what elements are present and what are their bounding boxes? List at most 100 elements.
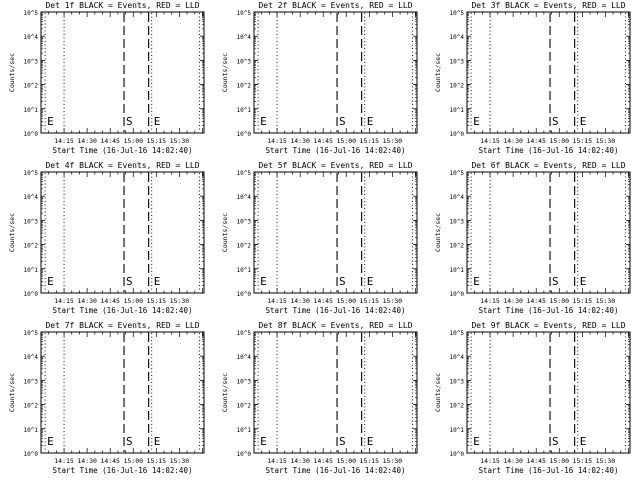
y-tick-label: 10^1 [450,267,465,274]
y-tick-label: 10^1 [237,427,252,434]
chart-title: Det 5f BLACK = Events, RED = LLD [258,161,412,170]
y-tick-label: 10^1 [24,427,39,434]
x-tick-label: 15:15 [147,137,167,145]
marker-label: E [47,115,54,128]
x-tick-label: 14:45 [313,137,333,145]
marker-label: S [552,435,559,448]
y-tick-label: 10^2 [24,403,39,410]
x-tick-label: 15:00 [549,457,569,465]
y-axis-label: Counts/sec [434,213,442,252]
y-tick-label: 10^0 [237,451,252,458]
marker-label: E [260,115,267,128]
y-axis-label: Counts/sec [8,373,16,412]
x-tick-label: 14:45 [526,297,546,305]
marker-label: E [260,435,267,448]
y-tick-label: 10^0 [24,451,39,458]
chart-panel: Det 3f BLACK = Events, RED = LLD Counts/s… [434,1,631,155]
marker-label: S [552,275,559,288]
x-tick-label: 15:30 [170,137,190,145]
y-tick-label: 10^5 [24,330,39,337]
x-tick-label: 14:15 [54,457,74,465]
marker-label: E [473,115,480,128]
y-tick-label: 10^0 [237,291,252,298]
chart-panel: Det 2f BLACK = Events, RED = LLD Counts/s… [221,1,418,155]
y-tick-label: 10^3 [237,218,252,225]
x-axis-label: Start Time (16-Jul-16 14:02:40) [53,466,193,475]
y-tick-label: 10^2 [450,243,465,250]
y-tick-label: 10^4 [237,34,252,41]
x-tick-label: 15:00 [336,457,356,465]
x-tick-label: 15:30 [170,457,190,465]
x-tick-label: 14:45 [100,297,120,305]
x-tick-label: 15:00 [549,297,569,305]
x-axis-label: Start Time (16-Jul-16 14:02:40) [53,306,193,315]
y-tick-label: 10^1 [450,107,465,114]
x-tick-label: 14:45 [526,137,546,145]
x-tick-label: 15:30 [383,137,403,145]
y-tick-label: 10^3 [24,58,39,65]
x-tick-label: 14:45 [313,457,333,465]
marker-label: E [154,275,161,288]
marker-label: S [339,435,346,448]
plot-frame [466,171,631,294]
y-axis-label: Counts/sec [434,373,442,412]
x-tick-label: 15:15 [360,137,380,145]
x-tick-label: 15:15 [360,297,380,305]
x-tick-label: 14:30 [503,457,523,465]
x-tick-label: 14:30 [77,297,97,305]
x-tick-label: 14:15 [267,137,287,145]
marker-label: E [580,115,587,128]
y-axis-label: Counts/sec [221,53,229,92]
y-tick-label: 10^0 [450,291,465,298]
chart-title: Det 2f BLACK = Events, RED = LLD [258,1,412,10]
x-tick-label: 15:15 [360,457,380,465]
x-tick-label: 14:30 [290,137,310,145]
x-tick-label: 14:30 [290,457,310,465]
y-tick-label: 10^0 [237,131,252,138]
y-tick-label: 10^4 [237,354,252,361]
marker-label: E [47,275,54,288]
x-tick-label: 15:00 [123,457,143,465]
y-tick-label: 10^4 [450,354,465,361]
x-axis-label: Start Time (16-Jul-16 14:02:40) [479,466,619,475]
x-tick-label: 15:00 [123,297,143,305]
chart-panel: Det 9f BLACK = Events, RED = LLD Counts/s… [434,321,631,475]
chart-panel: Det 5f BLACK = Events, RED = LLD Counts/s… [221,161,418,315]
marker-label: E [473,275,480,288]
y-tick-label: 10^1 [237,107,252,114]
x-tick-label: 14:30 [77,137,97,145]
x-tick-label: 15:15 [573,297,593,305]
y-tick-label: 10^3 [24,378,39,385]
x-tick-label: 14:15 [267,457,287,465]
y-tick-label: 10^4 [24,194,39,201]
x-tick-label: 15:30 [596,297,616,305]
chart-panel: Det 6f BLACK = Events, RED = LLD Counts/s… [434,161,631,315]
x-tick-label: 15:30 [596,137,616,145]
x-axis-label: Start Time (16-Jul-16 14:02:40) [266,146,406,155]
marker-label: S [126,115,133,128]
x-axis-label: Start Time (16-Jul-16 14:02:40) [479,146,619,155]
marker-label: E [47,435,54,448]
marker-label: E [367,275,374,288]
x-tick-label: 14:45 [100,457,120,465]
chart-title: Det 9f BLACK = Events, RED = LLD [471,321,625,330]
y-tick-label: 10^2 [237,83,252,90]
y-tick-label: 10^5 [237,330,252,337]
marker-label: E [580,275,587,288]
y-axis-label: Counts/sec [221,213,229,252]
x-tick-label: 14:30 [503,297,523,305]
chart-title: Det 6f BLACK = Events, RED = LLD [471,161,625,170]
x-tick-label: 14:30 [77,457,97,465]
y-tick-label: 10^4 [450,194,465,201]
x-tick-label: 14:15 [480,137,500,145]
y-tick-label: 10^0 [24,291,39,298]
x-axis-label: Start Time (16-Jul-16 14:02:40) [266,306,406,315]
y-axis-label: Counts/sec [8,53,16,92]
x-axis-label: Start Time (16-Jul-16 14:02:40) [53,146,193,155]
y-tick-label: 10^1 [24,107,39,114]
marker-label: S [552,115,559,128]
x-tick-label: 15:00 [336,137,356,145]
plot-frame [40,11,205,134]
x-tick-label: 15:00 [336,297,356,305]
